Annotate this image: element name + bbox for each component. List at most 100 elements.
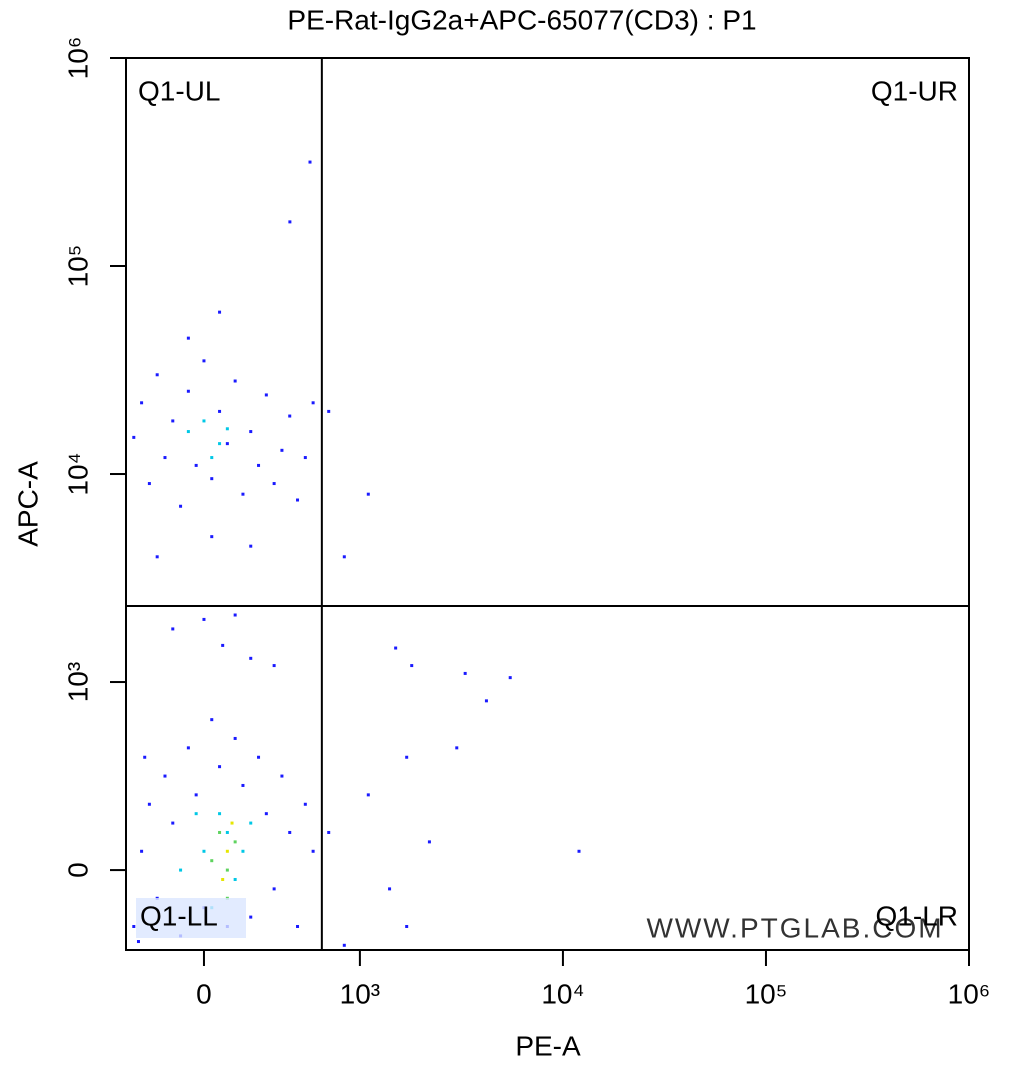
data-point xyxy=(218,442,222,446)
data-point xyxy=(366,492,370,496)
data-point xyxy=(264,812,268,816)
data-point xyxy=(171,821,175,825)
plot-frame xyxy=(125,57,970,951)
data-point xyxy=(202,617,206,621)
data-point xyxy=(186,389,190,393)
quadrant-label: Q1-UL xyxy=(138,75,220,106)
data-point xyxy=(303,802,307,806)
data-point xyxy=(233,736,237,740)
data-point xyxy=(132,924,136,928)
quadrant-label: Q1-UR xyxy=(871,75,958,106)
label-box xyxy=(136,898,246,938)
data-point xyxy=(202,849,206,853)
data-point xyxy=(296,924,300,928)
data-point xyxy=(230,821,234,825)
x-tick-label: 10⁶ xyxy=(948,978,991,1009)
data-point xyxy=(163,456,167,460)
data-point xyxy=(577,849,581,853)
data-point xyxy=(186,336,190,340)
data-point xyxy=(249,430,253,434)
data-point xyxy=(233,840,237,844)
data-point xyxy=(221,643,225,647)
data-point xyxy=(272,482,276,486)
data-point xyxy=(405,924,409,928)
data-point xyxy=(179,868,183,872)
data-point xyxy=(508,676,512,680)
data-point xyxy=(288,220,292,224)
data-point xyxy=(288,830,292,834)
data-point xyxy=(136,940,140,944)
data-point xyxy=(327,830,331,834)
data-point xyxy=(257,755,261,759)
data-point xyxy=(280,448,284,452)
x-axis-label: PE-A xyxy=(515,1030,581,1061)
data-point xyxy=(327,409,331,413)
data-point xyxy=(272,664,276,668)
y-tick-label: 10⁶ xyxy=(62,37,93,80)
data-point xyxy=(342,555,346,559)
data-point xyxy=(225,849,229,853)
data-point xyxy=(225,427,229,431)
data-point xyxy=(218,409,222,413)
y-tick-label: 0 xyxy=(62,862,93,878)
data-point xyxy=(308,160,312,164)
data-point xyxy=(225,830,229,834)
data-point xyxy=(394,646,398,650)
data-point xyxy=(249,544,253,548)
data-point xyxy=(210,535,214,539)
data-point xyxy=(218,765,222,769)
data-point xyxy=(218,310,222,314)
data-point xyxy=(241,849,245,853)
data-point xyxy=(194,463,198,467)
data-point xyxy=(186,430,190,434)
data-point xyxy=(155,373,159,377)
data-point xyxy=(272,887,276,891)
data-point xyxy=(303,456,307,460)
data-point xyxy=(484,699,488,703)
data-point xyxy=(342,943,346,947)
data-point xyxy=(455,746,459,750)
data-point xyxy=(249,821,253,825)
data-point xyxy=(280,774,284,778)
data-point xyxy=(311,401,315,405)
data-point xyxy=(210,477,214,481)
data-point xyxy=(241,492,245,496)
data-point xyxy=(257,463,261,467)
data-point xyxy=(171,419,175,423)
x-tick-label: 10⁵ xyxy=(745,978,788,1009)
data-point xyxy=(427,840,431,844)
data-point xyxy=(132,435,136,439)
watermark: WWW.PTGLAB.COM xyxy=(646,912,943,943)
x-tick-label: 10⁴ xyxy=(541,978,584,1009)
data-point xyxy=(155,555,159,559)
data-point xyxy=(241,783,245,787)
data-point xyxy=(210,456,214,460)
data-point xyxy=(410,664,414,668)
x-tick-label: 10³ xyxy=(340,978,380,1009)
data-point xyxy=(194,793,198,797)
data-point xyxy=(233,877,237,881)
data-point xyxy=(140,849,144,853)
quadrant-label: Q1-LR xyxy=(876,900,958,931)
data-point xyxy=(147,482,151,486)
data-point xyxy=(388,887,392,891)
data-point xyxy=(218,812,222,816)
data-point xyxy=(218,830,222,834)
y-tick-label: 10⁵ xyxy=(62,245,93,288)
data-point xyxy=(233,613,237,617)
data-point xyxy=(296,498,300,502)
data-point xyxy=(366,793,370,797)
y-axis-label: APC-A xyxy=(12,461,43,547)
data-point xyxy=(210,718,214,722)
chart-title: PE-Rat-IgG2a+APC-65077(CD3) : P1 xyxy=(287,4,756,35)
data-point xyxy=(163,774,167,778)
data-point xyxy=(147,802,151,806)
y-tick-label: 10³ xyxy=(62,662,93,702)
data-point xyxy=(225,868,229,872)
data-point xyxy=(311,849,315,853)
data-point xyxy=(171,627,175,631)
data-point xyxy=(140,401,144,405)
data-point xyxy=(249,915,253,919)
